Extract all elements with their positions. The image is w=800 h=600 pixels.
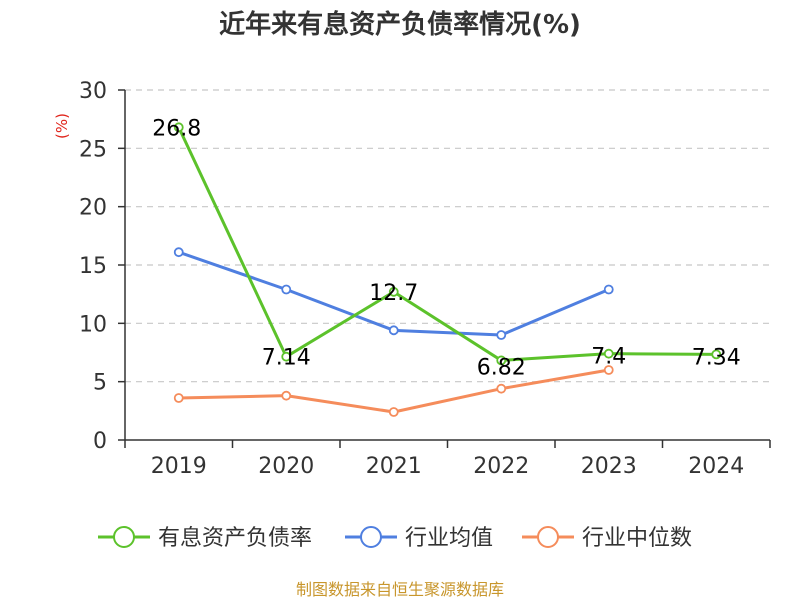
x-tick-label-2019: 2019 <box>151 454 207 479</box>
series-line-2 <box>178 368 610 414</box>
data-point-1-1 <box>281 284 292 295</box>
data-point-0-4 <box>603 348 614 359</box>
data-point-1-2 <box>388 325 399 336</box>
y-tick-label: 5 <box>93 371 107 396</box>
legend-item-2[interactable]: 行业中位数 <box>522 526 692 551</box>
y-tick-label: 0 <box>93 429 107 454</box>
x-tick-label-2022: 2022 <box>473 454 529 479</box>
data-point-1-4 <box>603 284 614 295</box>
y-tick-label: 10 <box>79 312 107 337</box>
data-point-2-0 <box>173 393 184 403</box>
data-label-2: 12.7 <box>369 281 418 306</box>
data-label-4: 7.4 <box>591 345 626 370</box>
legend-label: 有息资产负债率 <box>158 526 312 551</box>
data-label-5: 7.34 <box>692 345 741 370</box>
y-axis-unit: (%) <box>53 113 71 139</box>
data-point-2-4 <box>603 365 614 375</box>
source-note: 制图数据来自恒生聚源数据库 <box>296 580 504 599</box>
legend-label: 行业均值 <box>405 526 493 551</box>
data-point-2-3 <box>496 383 507 394</box>
data-point-0-5 <box>711 349 722 360</box>
data-label-3: 6.82 <box>477 355 526 380</box>
data-point-1-3 <box>496 330 507 340</box>
legend-item-0[interactable]: 有息资产负债率 <box>98 526 312 551</box>
y-tick-label: 25 <box>79 137 107 162</box>
x-tick-label-2020: 2020 <box>258 454 314 479</box>
data-point-0-1 <box>281 351 292 362</box>
legend-marker-icon <box>360 526 382 548</box>
legend-marker-icon <box>537 526 559 548</box>
data-point-0-2 <box>388 286 399 297</box>
axes: 0 5 10 15 20 25 30 2019 2020 2021 2022 2023 2024 <box>79 79 771 479</box>
x-tick-label-2023: 2023 <box>581 454 637 479</box>
x-tick-label-2021: 2021 <box>366 454 422 479</box>
series-lines <box>173 122 722 417</box>
legend[interactable]: 有息资产负债率 行业均值 行业中位数 <box>98 526 692 551</box>
y-tick-label: 30 <box>79 79 107 104</box>
gridlines <box>125 89 770 383</box>
x-tick-label-2024: 2024 <box>688 454 744 479</box>
data-point-2-2 <box>388 407 399 417</box>
series-line-0 <box>177 126 717 362</box>
legend-marker-icon <box>113 526 135 548</box>
data-labels: 26.8 7.14 12.7 6.82 7.4 7.34 <box>152 116 740 380</box>
data-label-0: 26.8 <box>152 116 201 141</box>
data-point-1-0 <box>173 247 184 258</box>
data-point-2-1 <box>281 390 292 401</box>
y-tick-label: 15 <box>79 254 107 279</box>
legend-item-1[interactable]: 行业均值 <box>345 526 493 551</box>
data-label-1: 7.14 <box>262 346 311 371</box>
y-tick-label: 20 <box>79 196 107 221</box>
data-point-0-3 <box>496 355 507 366</box>
legend-label: 行业中位数 <box>582 526 692 551</box>
data-point-0-0 <box>173 122 184 133</box>
chart-title: 近年来有息资产负债率情况(%) <box>219 9 581 40</box>
